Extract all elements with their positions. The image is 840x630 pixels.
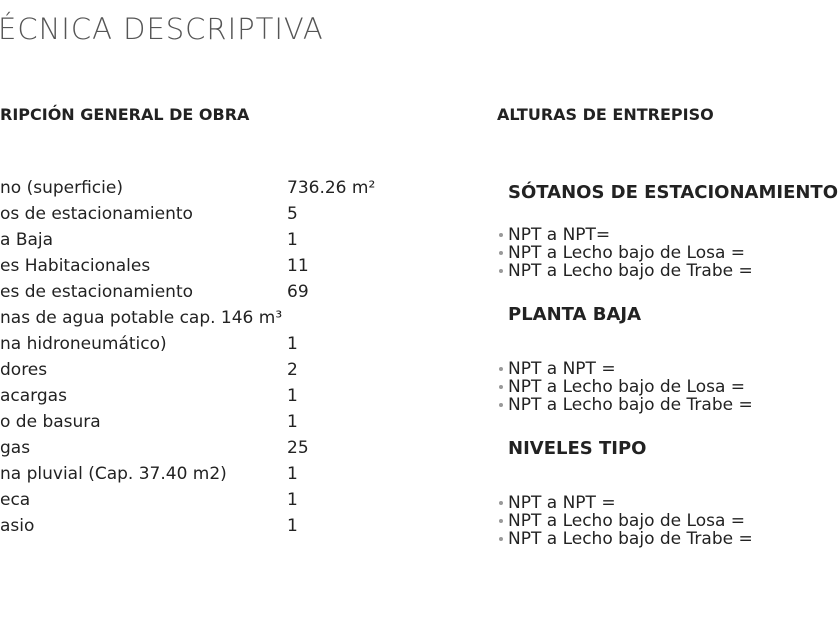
row-value: 1 <box>287 412 298 432</box>
row-label: es de estacionamiento <box>0 282 194 302</box>
row-label: os de estacionamiento <box>0 204 193 224</box>
row-value: 2 <box>287 360 298 380</box>
list-item: NPT a Lecho bajo de Losa = <box>508 511 746 531</box>
list-item: NPT a NPT = <box>508 493 616 513</box>
row-label: a Baja <box>0 230 54 250</box>
list-item: NPT a Lecho bajo de Trabe = <box>508 395 753 415</box>
subsection-title: NIVELES TIPO <box>508 438 647 459</box>
bullet <box>499 385 503 389</box>
row-value: 1 <box>287 386 298 406</box>
row-label: no (superficie) <box>0 178 123 198</box>
section-heading: RIPCIÓN GENERAL DE OBRA <box>0 105 250 124</box>
row-value: 1 <box>287 490 298 510</box>
list-item: NPT a NPT = <box>508 359 616 379</box>
row-label: gas <box>0 438 31 458</box>
row-value: 11 <box>287 256 309 276</box>
list-item: NPT a Lecho bajo de Losa = <box>508 243 746 263</box>
row-label: na hidroneumático) <box>0 334 167 354</box>
row-label: asio <box>0 516 35 536</box>
row-value: 1 <box>287 516 298 536</box>
subsection-title: PLANTA BAJA <box>508 304 642 325</box>
row-label: es Habitacionales <box>0 256 151 276</box>
row-value: 25 <box>287 438 309 458</box>
bullet <box>499 403 503 407</box>
row-value: 69 <box>287 282 309 302</box>
row-value: 5 <box>287 204 298 224</box>
subsection-title: SÓTANOS DE ESTACIONAMIENTO <box>508 182 839 203</box>
row-label: dores <box>0 360 48 380</box>
row-value: 736.26 m² <box>287 178 376 198</box>
row-value: 1 <box>287 334 298 354</box>
row-label: na pluvial (Cap. 37.40 m2) <box>0 464 227 484</box>
bullet <box>499 501 503 505</box>
bullet <box>499 519 503 523</box>
row-value: 1 <box>287 464 298 484</box>
list-item: NPT a Lecho bajo de Trabe = <box>508 529 753 549</box>
section-heading: ALTURAS DE ENTREPISO <box>497 105 714 124</box>
row-label: nas de agua potable cap. 146 m³ <box>0 308 283 328</box>
bullet <box>499 251 503 255</box>
bullet <box>499 367 503 371</box>
bullet <box>499 233 503 237</box>
row-label: eca <box>0 490 31 510</box>
row-label: acargas <box>0 386 67 406</box>
row-label: o de basura <box>0 412 101 432</box>
list-item: NPT a NPT= <box>508 225 611 245</box>
list-item: NPT a Lecho bajo de Trabe = <box>508 261 753 281</box>
bullet <box>499 537 503 541</box>
page-title: ÉCNICA DESCRIPTIVA <box>0 12 324 46</box>
list-item: NPT a Lecho bajo de Losa = <box>508 377 746 397</box>
bullet <box>499 269 503 273</box>
row-value: 1 <box>287 230 298 250</box>
